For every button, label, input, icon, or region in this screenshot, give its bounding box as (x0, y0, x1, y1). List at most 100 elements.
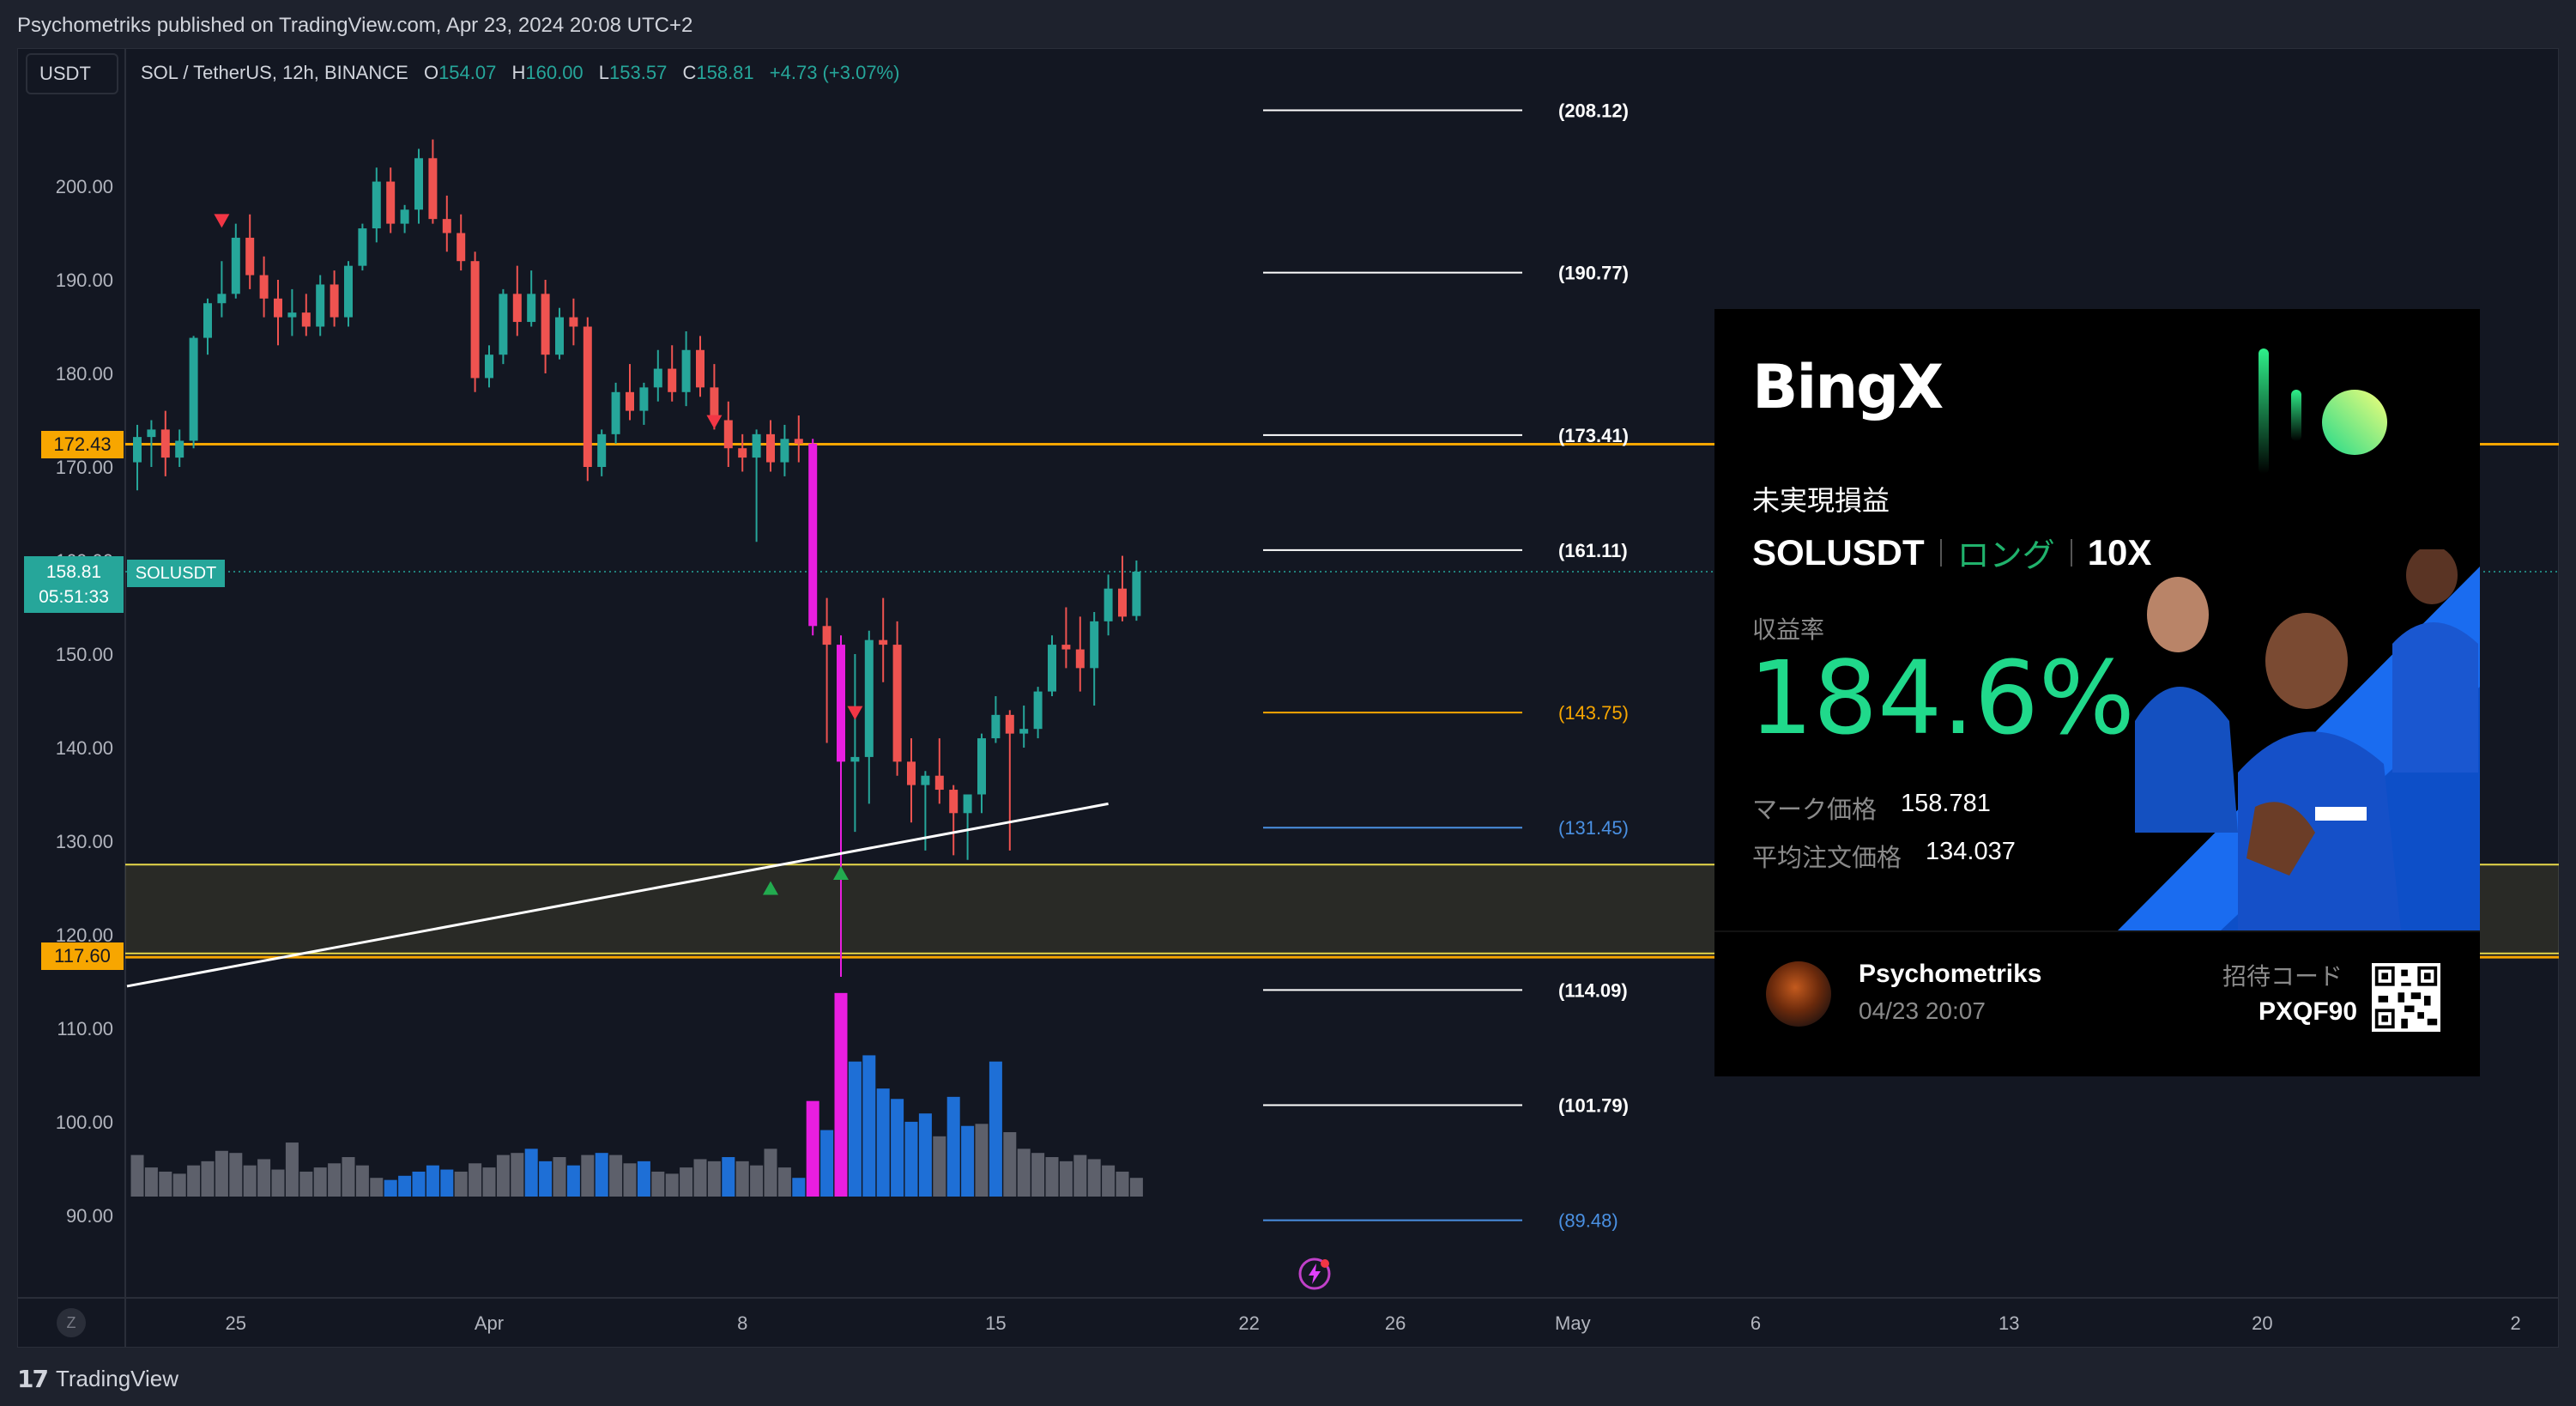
candle-body (1019, 729, 1029, 734)
divider (1939, 538, 1942, 567)
currency-selector[interactable]: USDT (26, 53, 118, 94)
position-side: ロング (1956, 536, 2055, 574)
volume-bar (215, 1150, 228, 1197)
x-tick-label: 13 (1999, 1312, 2019, 1334)
invite-code: PXQF90 (2259, 997, 2358, 1026)
candle-body (850, 756, 860, 762)
avg-price-label: 平均注文価格 (1752, 843, 1902, 872)
volume-bar (1102, 1165, 1116, 1197)
candle-body (301, 312, 311, 327)
upper-level-price-tag: 172.43 (41, 431, 124, 458)
projection-level-label: (114.09) (1558, 979, 1628, 1001)
candle-body (231, 237, 240, 294)
candle-body (977, 738, 986, 795)
high-value: 160.00 (525, 62, 584, 83)
change-value: +4.73 (+3.07%) (769, 62, 900, 83)
candle-body (499, 294, 508, 355)
candle-body (723, 420, 733, 449)
y-tick-label: 120.00 (56, 924, 113, 946)
candle-body (949, 790, 958, 814)
top-bar: Psychometriks published on TradingView.c… (0, 0, 2576, 48)
candle-body (457, 233, 466, 262)
volume-bar (989, 1061, 1002, 1197)
candle-body (653, 368, 662, 388)
volume-bar (918, 1113, 932, 1197)
avg-price-row: 平均注文価格 134.037 (1752, 838, 2016, 874)
bingx-deco-icon (2259, 348, 2387, 474)
candle-body (1061, 645, 1071, 650)
invite-code-label: 招待コード (2222, 962, 2343, 991)
publish-info: Psychometriks published on TradingView.c… (17, 14, 693, 37)
candle-body (864, 639, 874, 757)
tradingview-brand: TradingView (55, 1366, 179, 1391)
yield-value: 184.6% (1749, 639, 2135, 757)
volume-bar (412, 1171, 426, 1197)
card-divider (1714, 930, 2480, 932)
post-timestamp: 04/23 20:07 (1859, 997, 1986, 1024)
volume-bar (876, 1088, 890, 1197)
candle-body (287, 312, 297, 318)
volume-bar (1087, 1159, 1101, 1197)
projection-level-label: (101.79) (1558, 1094, 1629, 1116)
volume-bar (750, 1165, 764, 1197)
volume-bar (946, 1096, 960, 1197)
volume-bar (355, 1165, 369, 1197)
y-tick-label: 180.00 (56, 363, 113, 385)
candle-body (442, 219, 451, 233)
volume-bar (342, 1157, 355, 1197)
volume-bar (144, 1167, 158, 1197)
candle-body (710, 387, 719, 421)
volume-bar (735, 1161, 749, 1197)
projection-level-label: (208.12) (1558, 100, 1629, 121)
volume-bar (975, 1124, 989, 1197)
bingx-logo: BingX (1752, 352, 1944, 422)
lightning-icon[interactable] (1297, 1257, 1332, 1291)
candle-body (668, 368, 677, 392)
candle-body (611, 391, 620, 434)
buy-signal-arrow (763, 881, 778, 895)
position-leverage: 10X (2087, 531, 2152, 573)
volume-bar (820, 1130, 834, 1197)
volume-bar (792, 1178, 806, 1197)
symbol-name[interactable]: SOL / TetherUS, 12h, BINANCE (141, 62, 408, 83)
volume-bar (1031, 1153, 1045, 1197)
candle-body (555, 317, 564, 355)
y-tick-label: 110.00 (57, 1018, 113, 1039)
volume-bar (693, 1159, 707, 1197)
projection-level-label: (131.45) (1558, 817, 1629, 839)
volume-bar (482, 1167, 496, 1197)
candle-body (681, 349, 691, 392)
candle-body (133, 437, 142, 463)
candle-body (696, 349, 704, 388)
candle-body (626, 391, 634, 411)
tradingview-logo[interactable]: 17 TradingView (17, 1365, 178, 1393)
x-tick-label: 15 (985, 1312, 1006, 1334)
username: Psychometriks (1859, 960, 2042, 988)
user-avatar (1766, 961, 1831, 1027)
position-pair: SOLUSDT (1752, 531, 1925, 573)
bar-countdown: 05:51:33 (39, 587, 109, 607)
volume-bar (285, 1142, 299, 1197)
candle-body (344, 265, 353, 318)
candle-body (639, 387, 649, 411)
low-key: L (598, 62, 610, 83)
y-tick-label: 130.00 (56, 831, 113, 852)
volume-bar (229, 1153, 243, 1197)
candle-body (203, 303, 212, 338)
candle-body (217, 294, 227, 304)
candle-body (1118, 588, 1127, 617)
candle-body (330, 284, 339, 318)
volume-bar (566, 1165, 580, 1197)
x-tick-label: 2 (2510, 1312, 2520, 1334)
candle-body (1090, 621, 1099, 669)
y-tick-label: 190.00 (56, 270, 113, 291)
position-row: SOLUSDT ロング 10X (1752, 529, 2151, 576)
projection-level-label: (190.77) (1558, 263, 1629, 284)
candle-body (738, 448, 747, 458)
volume-bar (271, 1169, 285, 1197)
zoom-reset-button[interactable]: Z (57, 1308, 86, 1337)
volume-bar (469, 1163, 482, 1197)
mark-price-row: マーク価格 158.781 (1752, 790, 1991, 826)
candle-body (414, 158, 423, 210)
